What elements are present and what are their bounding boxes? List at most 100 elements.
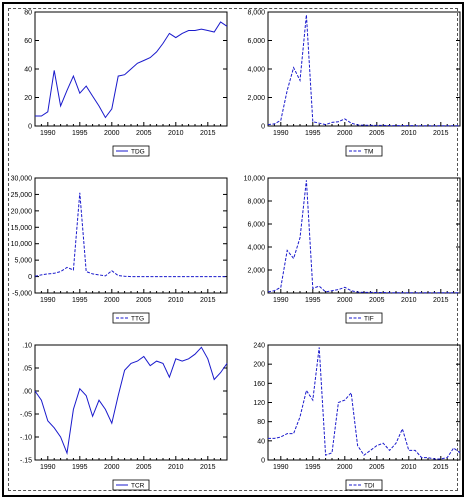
plot-frame	[34, 177, 228, 294]
y-tick-label: 2,000	[247, 268, 265, 275]
legend-label: TDG	[131, 149, 145, 156]
y-tick-label: 60	[24, 38, 32, 45]
x-tick-label: 2010	[401, 130, 417, 137]
x-tick-label: 2010	[168, 464, 184, 471]
legend-label: TTG	[131, 316, 144, 323]
x-tick-label: 2015	[433, 464, 449, 471]
x-tick-label: 2005	[136, 464, 152, 471]
x-tick-label: 2010	[168, 130, 184, 137]
y-tick-label: 2,000	[247, 95, 265, 102]
y-tick-label: 80	[24, 10, 32, 17]
x-tick-label: 1990	[40, 297, 56, 304]
y-tick-label: 4,000	[247, 245, 265, 252]
x-tick-label: 2015	[200, 297, 216, 304]
x-tick-label: 2010	[401, 464, 417, 471]
chart-panel-2: 0 2,000 4,000 6,000 8,000 1990 1995 2000 2005 201…	[247, 10, 461, 157]
y-tick-label: 40	[24, 67, 32, 74]
plot-frame	[267, 11, 461, 127]
x-tick-label: 2010	[168, 297, 184, 304]
chart-panel-6: 0 40 80 120 160 200 240 1990 1995 2000 2005 2010 201…	[253, 343, 461, 491]
x-tick-label: 2005	[369, 297, 385, 304]
x-tick-label: 1995	[72, 464, 88, 471]
x-tick-label: 1995	[72, 130, 88, 137]
y-tick-label: 240	[253, 343, 265, 350]
legend-box	[345, 145, 383, 157]
x-tick-label: 2015	[200, 464, 216, 471]
chart-panel-1: 0 20 40 60 80 1990 1995 2000 2005 2010 2015 TDG	[24, 10, 228, 157]
legend-label: TDI	[364, 483, 375, 490]
y-tick-label: 0	[261, 458, 265, 465]
y-tick-label: -5,000	[12, 291, 32, 298]
y-tick-label: 8,000	[247, 199, 265, 206]
y-tick-label: 120	[253, 400, 265, 407]
x-tick-label: 2005	[369, 464, 385, 471]
x-tick-label: 2005	[136, 297, 152, 304]
y-tick-label: 4,000	[247, 67, 265, 74]
chart-panel-5: -.15 -.10 -.05 .00 .05 .10 1990 1995 2000 2005 201…	[20, 343, 228, 491]
y-tick-label: 30,000	[11, 176, 33, 183]
x-tick-label: 2015	[433, 130, 449, 137]
plot-frame	[267, 177, 461, 294]
legend-box	[112, 145, 150, 157]
figure-inner-border	[8, 8, 458, 491]
figure-frame	[2, 2, 464, 497]
series-line-tdi	[268, 347, 461, 460]
x-tick-label: 1990	[273, 297, 289, 304]
y-tick-label: 0	[261, 291, 265, 298]
y-tick-label: .05	[22, 366, 32, 373]
legend-box	[345, 312, 383, 324]
y-tick-label: 20	[24, 95, 32, 102]
series-line-tm	[267, 14, 460, 127]
y-tick-label: -.05	[20, 412, 32, 419]
x-tick-label: 1990	[273, 130, 289, 137]
x-tick-label: 2000	[337, 464, 353, 471]
y-tick-label: 25,000	[11, 192, 33, 199]
plot-frame	[267, 344, 461, 461]
y-tick-label: 15,000	[11, 225, 33, 232]
series-line-tdg	[35, 21, 228, 119]
x-tick-label: 2000	[337, 297, 353, 304]
x-tick-label: 2005	[136, 130, 152, 137]
x-tick-label: 2000	[337, 130, 353, 137]
legend-label: TIF	[364, 316, 374, 323]
y-tick-label: .10	[22, 343, 32, 350]
y-tick-label: 0	[28, 124, 32, 131]
series-line-tif	[267, 180, 460, 294]
x-tick-label: 1995	[305, 130, 321, 137]
chart-panel-3: -5,000 0 5,000 10,000 15,000 20,000 25,000 30,0…	[11, 176, 228, 324]
y-tick-label: 5,000	[14, 258, 32, 265]
chart-panel-4: 0 2,000 4,000 6,000 8,000 10,000 1990 1995 2000 2…	[244, 176, 461, 324]
y-tick-label: 8,000	[247, 10, 265, 17]
y-tick-label: 6,000	[247, 38, 265, 45]
y-tick-label: 40	[257, 438, 265, 445]
y-tick-label: 10,000	[244, 176, 266, 183]
x-tick-label: 1995	[305, 297, 321, 304]
y-tick-label: 80	[257, 419, 265, 426]
x-tick-label: 1995	[305, 464, 321, 471]
y-tick-label: .00	[22, 389, 32, 396]
x-tick-label: 2015	[433, 297, 449, 304]
series-line-tcr	[34, 346, 228, 456]
x-tick-label: 1995	[72, 297, 88, 304]
legend-label: TM	[364, 149, 373, 156]
x-tick-label: 1990	[273, 464, 289, 471]
plot-frame	[34, 344, 228, 461]
y-tick-label: 0	[28, 274, 32, 281]
y-tick-label: 0	[261, 124, 265, 131]
y-tick-label: 20,000	[11, 208, 33, 215]
x-tick-label: 2010	[401, 297, 417, 304]
y-tick-label: -.10	[20, 435, 32, 442]
series-line-ttg	[34, 192, 227, 278]
y-tick-label: 6,000	[247, 222, 265, 229]
x-tick-label: 1990	[40, 130, 56, 137]
x-tick-label: 2000	[104, 130, 120, 137]
y-tick-label: 200	[253, 362, 265, 369]
y-tick-label: 10,000	[11, 241, 33, 248]
y-tick-label: 160	[253, 381, 265, 388]
legend-box	[112, 479, 150, 491]
x-tick-label: 2005	[369, 130, 385, 137]
x-tick-label: 1990	[40, 464, 56, 471]
x-tick-label: 2000	[104, 464, 120, 471]
y-tick-label: -.15	[20, 458, 32, 465]
